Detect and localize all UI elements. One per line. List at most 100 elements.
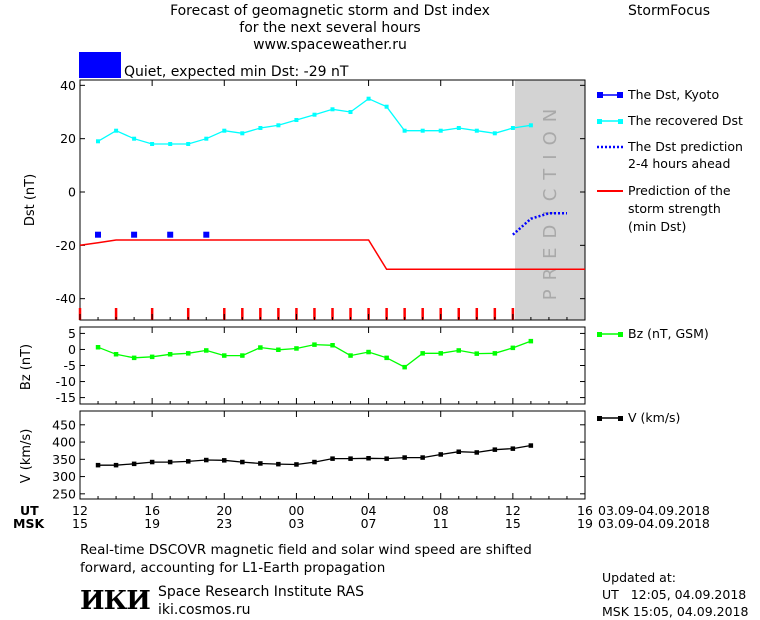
bz-panel: 50-5-10-15 Bz (nT) (19, 326, 586, 405)
bz-point (438, 351, 443, 356)
legend-kyoto: The Dst, Kyoto (597, 87, 719, 102)
recovered-point (384, 104, 389, 109)
legend-storm-label-3: (min Dst) (628, 219, 686, 234)
updated-msk: MSK 15:05, 04.09.2018 (602, 604, 749, 619)
dst-plot-frame (79, 79, 586, 321)
bz-point (95, 345, 101, 350)
v-point (420, 455, 425, 460)
ut-tick-labels: 12 16 20 00 04 08 12 16 (72, 503, 593, 518)
legend-storm-label-2: storm strength (628, 201, 721, 216)
recovered-point (492, 131, 497, 136)
storm-line (79, 239, 585, 271)
title-line-2: for the next several hours (239, 20, 421, 36)
y-tick-label: 400 (52, 435, 76, 450)
bz-point (366, 349, 371, 355)
v-point (438, 452, 443, 457)
institute-website[interactable]: iki.cosmos.ru (158, 602, 251, 618)
y-tick-label: 0 (68, 185, 76, 200)
v-point (113, 462, 119, 468)
y-tick-label: 450 (52, 417, 76, 432)
v-point (222, 458, 227, 463)
title-line-3[interactable]: www.spaceweather.ru (253, 37, 407, 53)
bz-point (258, 345, 263, 350)
recovered-point (222, 128, 227, 133)
ut-tick-label: 16 (144, 503, 160, 518)
v-ylabel: V (km/s) (19, 429, 34, 484)
v-point (456, 449, 461, 454)
recovered-point (438, 128, 443, 133)
recovered-point (240, 131, 245, 136)
storm-strength-series (79, 239, 585, 271)
y-tick-label: -40 (56, 291, 76, 306)
v-point (95, 462, 101, 468)
ut-tick-label: 08 (433, 503, 449, 518)
recovered-point (96, 139, 100, 144)
legend-v-label: V (km/s) (628, 410, 680, 425)
status-text: Quiet, expected min Dst: -29 nT (124, 64, 349, 80)
legend-prediction-label-1: The Dst prediction (627, 139, 743, 154)
bz-point (131, 355, 137, 361)
msk-tick-label: 23 (216, 516, 232, 531)
recovered-point (204, 136, 209, 141)
v-point (149, 459, 155, 465)
recovered-point (420, 128, 425, 133)
recovered-point (258, 126, 263, 130)
v-point (474, 450, 479, 455)
time-axis: UT MSK 12 16 20 00 04 08 12 16 15 19 23 03 07 11 15 19… (13, 80, 710, 531)
chart-title: Forecast of geomagnetic storm and Dst in… (140, 3, 520, 54)
kyoto-dst-series (95, 231, 210, 238)
y-tick-label: 40 (60, 78, 76, 93)
footer-note-line-2: forward, accounting for L1-Earth propaga… (80, 560, 386, 576)
msk-tick-label: 19 (577, 516, 593, 531)
ut-tick-label: 12 (505, 503, 521, 518)
bz-point (510, 345, 516, 351)
msk-tick-label: 15 (505, 516, 521, 531)
bz-point (204, 348, 209, 353)
recovered-point (168, 142, 173, 146)
prediction-label: PREDICTION (540, 100, 561, 300)
bz-point (240, 353, 245, 358)
recovered-point (510, 126, 515, 130)
bz-y-axis: 50-5-10-15 (56, 326, 585, 405)
msk-axis-label: MSK (13, 516, 45, 531)
recovered-point (114, 128, 119, 133)
v-plot-frame (79, 410, 586, 500)
recovered-line (97, 97, 531, 145)
v-point (186, 459, 191, 464)
recovered-point (276, 123, 281, 128)
legend-v: V (km/s) (597, 410, 680, 425)
recovered-point (150, 142, 155, 146)
prediction-line (512, 212, 567, 236)
kyoto-point (131, 231, 138, 238)
ut-tick-label: 16 (577, 503, 593, 518)
bz-point (167, 352, 173, 357)
v-series (95, 443, 534, 468)
ut-tick-label: 04 (361, 503, 377, 518)
bz-ylabel: Bz (nT) (19, 344, 34, 390)
v-point (384, 456, 389, 461)
recovered-point (330, 107, 335, 112)
bz-point (384, 355, 389, 361)
recovered-point (294, 118, 299, 122)
recovered-point (186, 142, 191, 146)
updated-info: Updated at: UT 12:05, 04.09.2018 MSK 15:… (602, 569, 748, 620)
v-point (330, 456, 335, 461)
msk-tick-labels: 15 19 23 03 07 11 15 19 (72, 516, 593, 531)
bz-plot-frame (79, 326, 586, 405)
v-point (240, 459, 245, 465)
v-panel: 450 400 350 300 250 V (km/s) (19, 410, 586, 501)
title-line-1: Forecast of geomagnetic storm and Dst in… (170, 3, 490, 19)
y-tick-label: 350 (52, 452, 76, 467)
bz-point (186, 351, 191, 356)
recovered-point (348, 110, 353, 114)
updated-label: Updated at: (602, 570, 676, 585)
iki-logo[interactable]: ИКИ (80, 586, 151, 616)
y-tick-label: 5 (68, 326, 76, 341)
bz-point (474, 351, 479, 356)
v-point (312, 459, 317, 465)
v-point (204, 457, 209, 463)
y-tick-label: 0 (68, 342, 76, 357)
institute-name: Space Research Institute RAS (158, 584, 364, 600)
y-tick-label: -10 (56, 374, 76, 389)
y-tick-label: -5 (64, 358, 76, 373)
